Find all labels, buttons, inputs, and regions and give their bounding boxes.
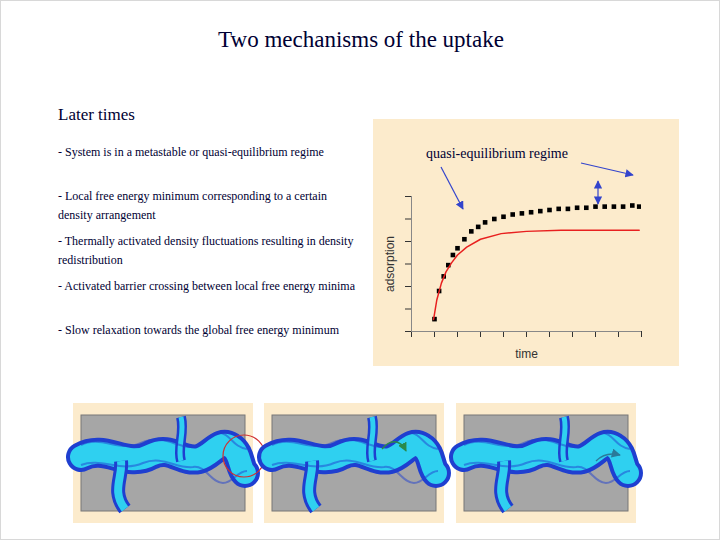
html-text:Two mechanisms of the uptake: Two mechanisms of the uptake <box>218 27 504 52</box>
svg-text:time: time <box>515 347 538 361</box>
html-text:Later times: Later times <box>58 105 135 124</box>
html-text:- Activated barrier crossing b: - Activated barrier crossing between loc… <box>58 279 355 293</box>
html-text:- Local free energy minimum co: - Local free energy minimum correspondin… <box>58 189 327 222</box>
html-text:- System is in a metastable or: - System is in a metastable or quasi-equ… <box>58 145 324 159</box>
svg-text:adsorption: adsorption <box>383 236 397 292</box>
html-text:quasi-equilibrium regime: quasi-equilibrium regime <box>426 146 568 161</box>
html-text:- Thermally activated density: - Thermally activated density fluctuatio… <box>58 234 354 267</box>
html-text:- Slow relaxation towards the: - Slow relaxation towards the global fre… <box>58 323 339 337</box>
